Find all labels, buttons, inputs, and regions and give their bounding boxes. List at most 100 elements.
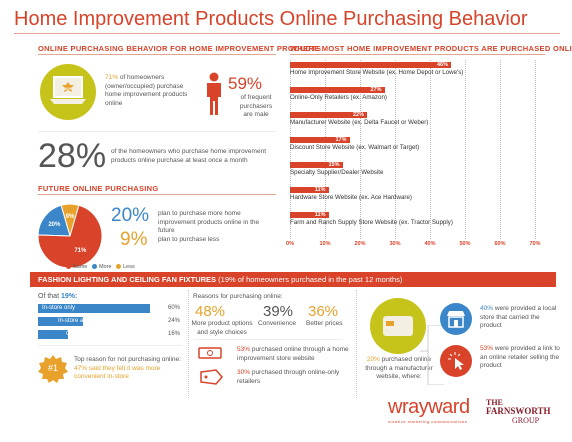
farnsworth-the: THE — [486, 398, 503, 407]
link-pct: 53% — [480, 345, 494, 352]
legend-less-label: Less — [123, 264, 135, 270]
bar-category-label: Hardware Store Website (ex. Ace Hardware… — [290, 194, 412, 201]
of-that-line: Of that 19%: — [38, 293, 77, 300]
channel-label: In-store only — [42, 305, 76, 311]
wrayward-logo: wrayward creative marketing communicatio… — [388, 396, 470, 424]
bar-value-label: 46% — [436, 62, 448, 68]
channel-bars: In-store only 60% In-store and online 24% On… — [38, 304, 184, 344]
bar-category-label: Discount Store Website (ex. Walmart or T… — [290, 144, 420, 151]
storefront-icon — [447, 311, 465, 328]
badge-label: #1 — [47, 363, 58, 373]
gridline — [535, 60, 536, 239]
retailer-text: purchased through online-only retailers — [237, 369, 340, 385]
mfr-text: purchased online through a manufacturer … — [365, 356, 433, 380]
top-reason-label: Top reason for not purchasing online: — [74, 356, 181, 363]
x-tick-label: 10% — [319, 241, 331, 247]
of-that-pct: 19%: — [60, 293, 78, 300]
pie-legend: Same More Less — [66, 264, 135, 270]
x-tick-label: 50% — [459, 241, 471, 247]
future-pie-chart: 9% 20% 71% — [37, 203, 103, 269]
legend-same-label: Same — [73, 264, 88, 270]
pie-value-label: 71% — [74, 248, 87, 254]
gridline — [360, 60, 361, 239]
channel-bar — [38, 304, 150, 313]
mfr: 20% purchased online through a manufactu… — [364, 356, 434, 382]
store-circle — [440, 303, 472, 335]
title-part1: Home Improvement Products — [14, 8, 275, 30]
x-tick-label: 60% — [494, 241, 506, 247]
bar-value-label: 27% — [370, 87, 382, 93]
stat-9-text: plan to purchase less — [158, 236, 220, 243]
channel-bar — [38, 330, 68, 339]
local-text: were provided a local store that carried… — [480, 305, 557, 329]
channel-label: Online only — [66, 331, 97, 337]
x-tick-label: 30% — [389, 241, 401, 247]
divider-1 — [38, 131, 276, 132]
stat-28-text: of the homeowners who purchase home impr… — [111, 148, 266, 164]
hi-store: 53% purchased online through a home impr… — [237, 346, 349, 363]
pie-slice-same — [37, 204, 103, 269]
x-tick-label: 20% — [354, 241, 366, 247]
bar: 27% — [290, 87, 385, 93]
stat-28-pct: 28% — [38, 137, 107, 175]
reason-1-text: More product options and style choices — [191, 320, 253, 336]
pie-slice-more — [37, 204, 71, 237]
gridline — [325, 60, 326, 239]
channel-bar — [38, 317, 83, 326]
legend-more: More — [91, 264, 112, 270]
stat-71-pct: 71% — [105, 74, 119, 81]
legend-less-swatch — [116, 264, 122, 270]
retailer: 30% purchased through online-only retail… — [237, 369, 347, 386]
credit-card-icon — [383, 316, 413, 336]
cursor-click-icon — [448, 352, 464, 370]
where-heading: WHERE MOST HOME IMPROVEMENT PRODUCTS ARE… — [290, 44, 572, 53]
vdivider-2 — [356, 290, 357, 398]
bar-value-label: 17% — [335, 137, 347, 143]
reason-1-pct: 48% — [195, 303, 226, 320]
legend-more-label: More — [98, 264, 112, 270]
gridline — [290, 60, 291, 239]
mfr-pct: 20% — [366, 356, 380, 363]
top-reason: Top reason for not purchasing online: 47… — [74, 356, 184, 382]
bar-value-label: 11% — [314, 187, 326, 193]
bar: 46% — [290, 62, 451, 68]
farnsworth-name: FARNSWORTH — [486, 406, 551, 416]
bar: 17% — [290, 137, 350, 143]
gridline — [430, 60, 431, 239]
gridline — [395, 60, 396, 239]
stat-9-pct: 9% — [120, 229, 148, 250]
reasons-heading: Reasons for purchasing online: — [193, 293, 283, 300]
fashion-band-title: FASHION LIGHTING AND CEILING FAN FIXTURE… — [38, 275, 217, 284]
divider-2 — [38, 345, 182, 346]
number-one-badge-icon — [38, 355, 68, 383]
gridline — [465, 60, 466, 239]
vdivider-1 — [188, 290, 189, 398]
retailer-pct: 30% — [237, 369, 251, 376]
stat-71-text: 71% of homeowners (owner/occupied) purch… — [105, 74, 197, 108]
farnsworth-logo: THE FARNSWORTH GROUP — [486, 398, 551, 425]
page-title: Home Improvement Products Online Purchas… — [14, 8, 528, 31]
future-heading: FUTURE ONLINE PURCHASING — [38, 184, 159, 193]
title-rule — [14, 33, 560, 34]
money-tag-icon — [200, 369, 223, 385]
reason-3-text: Better prices — [306, 320, 343, 327]
left-heading: ONLINE PURCHASING BEHAVIOR FOR HOME IMPR… — [38, 44, 322, 53]
where-heading-rule — [290, 54, 545, 55]
of-that-label: Of that — [38, 293, 60, 300]
bar-value-label: 22% — [352, 112, 364, 118]
legend-less: Less — [116, 264, 135, 270]
channel-pct: 16% — [167, 331, 180, 337]
bar-category-label: Specialty Supplier/Dealer Website — [290, 169, 384, 176]
channel-label: In-store and online — [58, 318, 108, 324]
bar: 22% — [290, 112, 367, 118]
male-person-icon — [207, 72, 221, 115]
wrayward-wordmark: wrayward — [388, 396, 470, 418]
fashion-band: FASHION LIGHTING AND CEILING FAN FIXTURE… — [30, 272, 556, 287]
local-store: 40% were provided a local store that car… — [480, 305, 560, 331]
laptop-icon — [50, 76, 86, 104]
link-text: were provided a link to an online retail… — [480, 345, 560, 369]
bar-category-label: Home Improvement Store Website (ex. Home… — [290, 69, 464, 76]
bracket-lines — [420, 325, 444, 385]
legend-same: Same — [66, 264, 87, 270]
hi-store-pct: 53% — [237, 346, 251, 353]
